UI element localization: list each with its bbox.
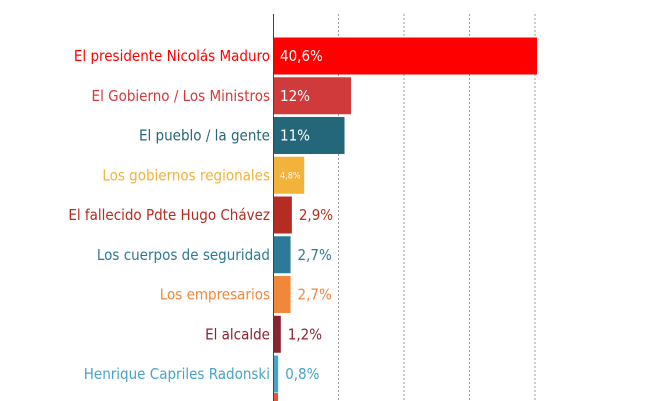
bar xyxy=(273,117,345,154)
value-label: 4,8% xyxy=(280,171,301,181)
bar xyxy=(273,355,279,393)
value-label: 2,7% xyxy=(298,286,332,304)
bar xyxy=(273,276,291,313)
bar-partial xyxy=(273,393,278,401)
bar xyxy=(273,236,291,274)
bar xyxy=(273,37,537,75)
bar xyxy=(273,196,292,234)
bar xyxy=(273,77,352,115)
value-label: 0,8% xyxy=(285,365,319,383)
category-label: El fallecido Pdte Hugo Chávez xyxy=(68,206,270,224)
value-label: 1,2% xyxy=(288,325,322,343)
category-label: Los empresarios xyxy=(160,286,270,304)
category-label: El alcalde xyxy=(205,325,270,343)
value-label: 2,9% xyxy=(299,206,333,224)
category-label: Henrique Capriles Radonski xyxy=(84,365,270,383)
category-label: El pueblo / la gente xyxy=(139,127,270,145)
value-label: 2,7% xyxy=(298,246,332,264)
value-label: 40,6% xyxy=(280,47,323,65)
category-label: Los gobiernos regionales xyxy=(102,166,270,184)
value-label: 11% xyxy=(280,127,310,145)
bar xyxy=(273,156,305,194)
category-label: Los cuerpos de seguridad xyxy=(97,246,270,264)
value-label: 12% xyxy=(280,87,310,105)
category-label: El Gobierno / Los Ministros xyxy=(92,87,270,105)
category-label: El presidente Nicolás Maduro xyxy=(74,47,270,65)
bar xyxy=(273,315,281,353)
